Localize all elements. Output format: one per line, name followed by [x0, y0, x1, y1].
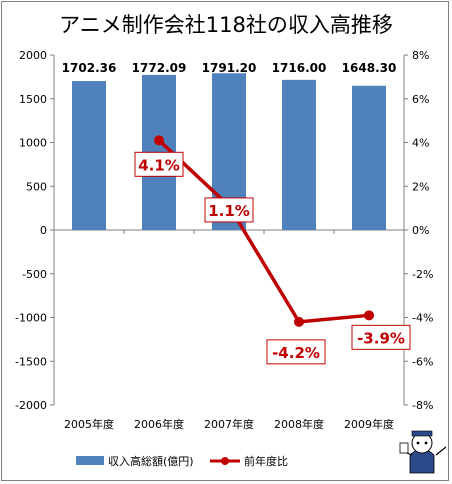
mascot-paper: [399, 442, 409, 454]
y-right-tick-label: 0%: [412, 224, 429, 237]
y-left-tick-label: 0: [40, 224, 47, 237]
y-right-tick-label: 4%: [412, 137, 429, 150]
y-left-tick-label: -2000: [15, 399, 47, 412]
line-data-label-box: [266, 339, 326, 365]
y-right-tick-label: -6%: [412, 355, 433, 368]
y-left-tick-label: 1500: [19, 93, 47, 106]
line-point: [364, 310, 374, 321]
y-right-tick-label: -8%: [412, 399, 433, 412]
bar: [352, 85, 386, 231]
y-right-tick-label: 6%: [412, 93, 429, 106]
bar-data-label: 1772.09: [132, 61, 187, 75]
line-point: [294, 316, 304, 327]
y-left-tick-label: -1000: [15, 312, 47, 325]
chart-title: アニメ制作会社118社の収入高推移: [59, 13, 393, 37]
x-tick-label: 2007年度: [204, 417, 254, 431]
line-data-label: 1.1%: [208, 202, 250, 220]
mascot-cap: [411, 430, 433, 437]
mascot-icon: [399, 430, 447, 474]
line-data-label: -3.9%: [357, 329, 405, 347]
bar-data-label: 1791.20: [202, 61, 257, 75]
mascot-eye: [424, 441, 428, 445]
line-point: [154, 135, 164, 146]
x-tick-label: 2009年度: [344, 417, 394, 431]
line-data-label-box: [134, 151, 184, 177]
line-series-path: [157, 139, 370, 324]
legend-bar-swatch: [76, 456, 104, 465]
legend-line-marker: [221, 457, 229, 465]
mascot-eye: [416, 441, 420, 445]
y-right-tick-label: 8%: [412, 49, 429, 62]
line-data-label-box: [204, 197, 254, 223]
x-tick-label: 2008年度: [274, 417, 324, 431]
y-left-tick-label: -500: [22, 268, 47, 281]
bar: [72, 81, 106, 230]
y-left-tick-label: 500: [26, 180, 47, 193]
x-tick-label: 2005年度: [64, 417, 114, 431]
legend-bar-label: 収入高総額(億円): [108, 454, 194, 468]
x-tick-label: 2006年度: [134, 417, 184, 431]
line-data-label: -4.2%: [272, 344, 320, 362]
bar-data-label: 1716.00: [272, 61, 327, 75]
y-right-tick-label: -2%: [412, 268, 433, 281]
bar-data-label: 1702.36: [62, 61, 117, 75]
line-data-label: 4.1%: [138, 156, 180, 174]
line-data-label-box: [351, 324, 411, 350]
bar-data-label: 1648.30: [342, 61, 397, 75]
legend-line-label: 前年度比: [244, 454, 288, 468]
bar: [282, 79, 316, 230]
y-right-tick-label: 2%: [412, 180, 429, 193]
y-left-tick-label: -1500: [15, 355, 47, 368]
y-left-tick-label: 2000: [19, 49, 47, 62]
y-right-tick-label: -4%: [412, 312, 433, 325]
y-left-tick-label: 1000: [19, 137, 47, 150]
